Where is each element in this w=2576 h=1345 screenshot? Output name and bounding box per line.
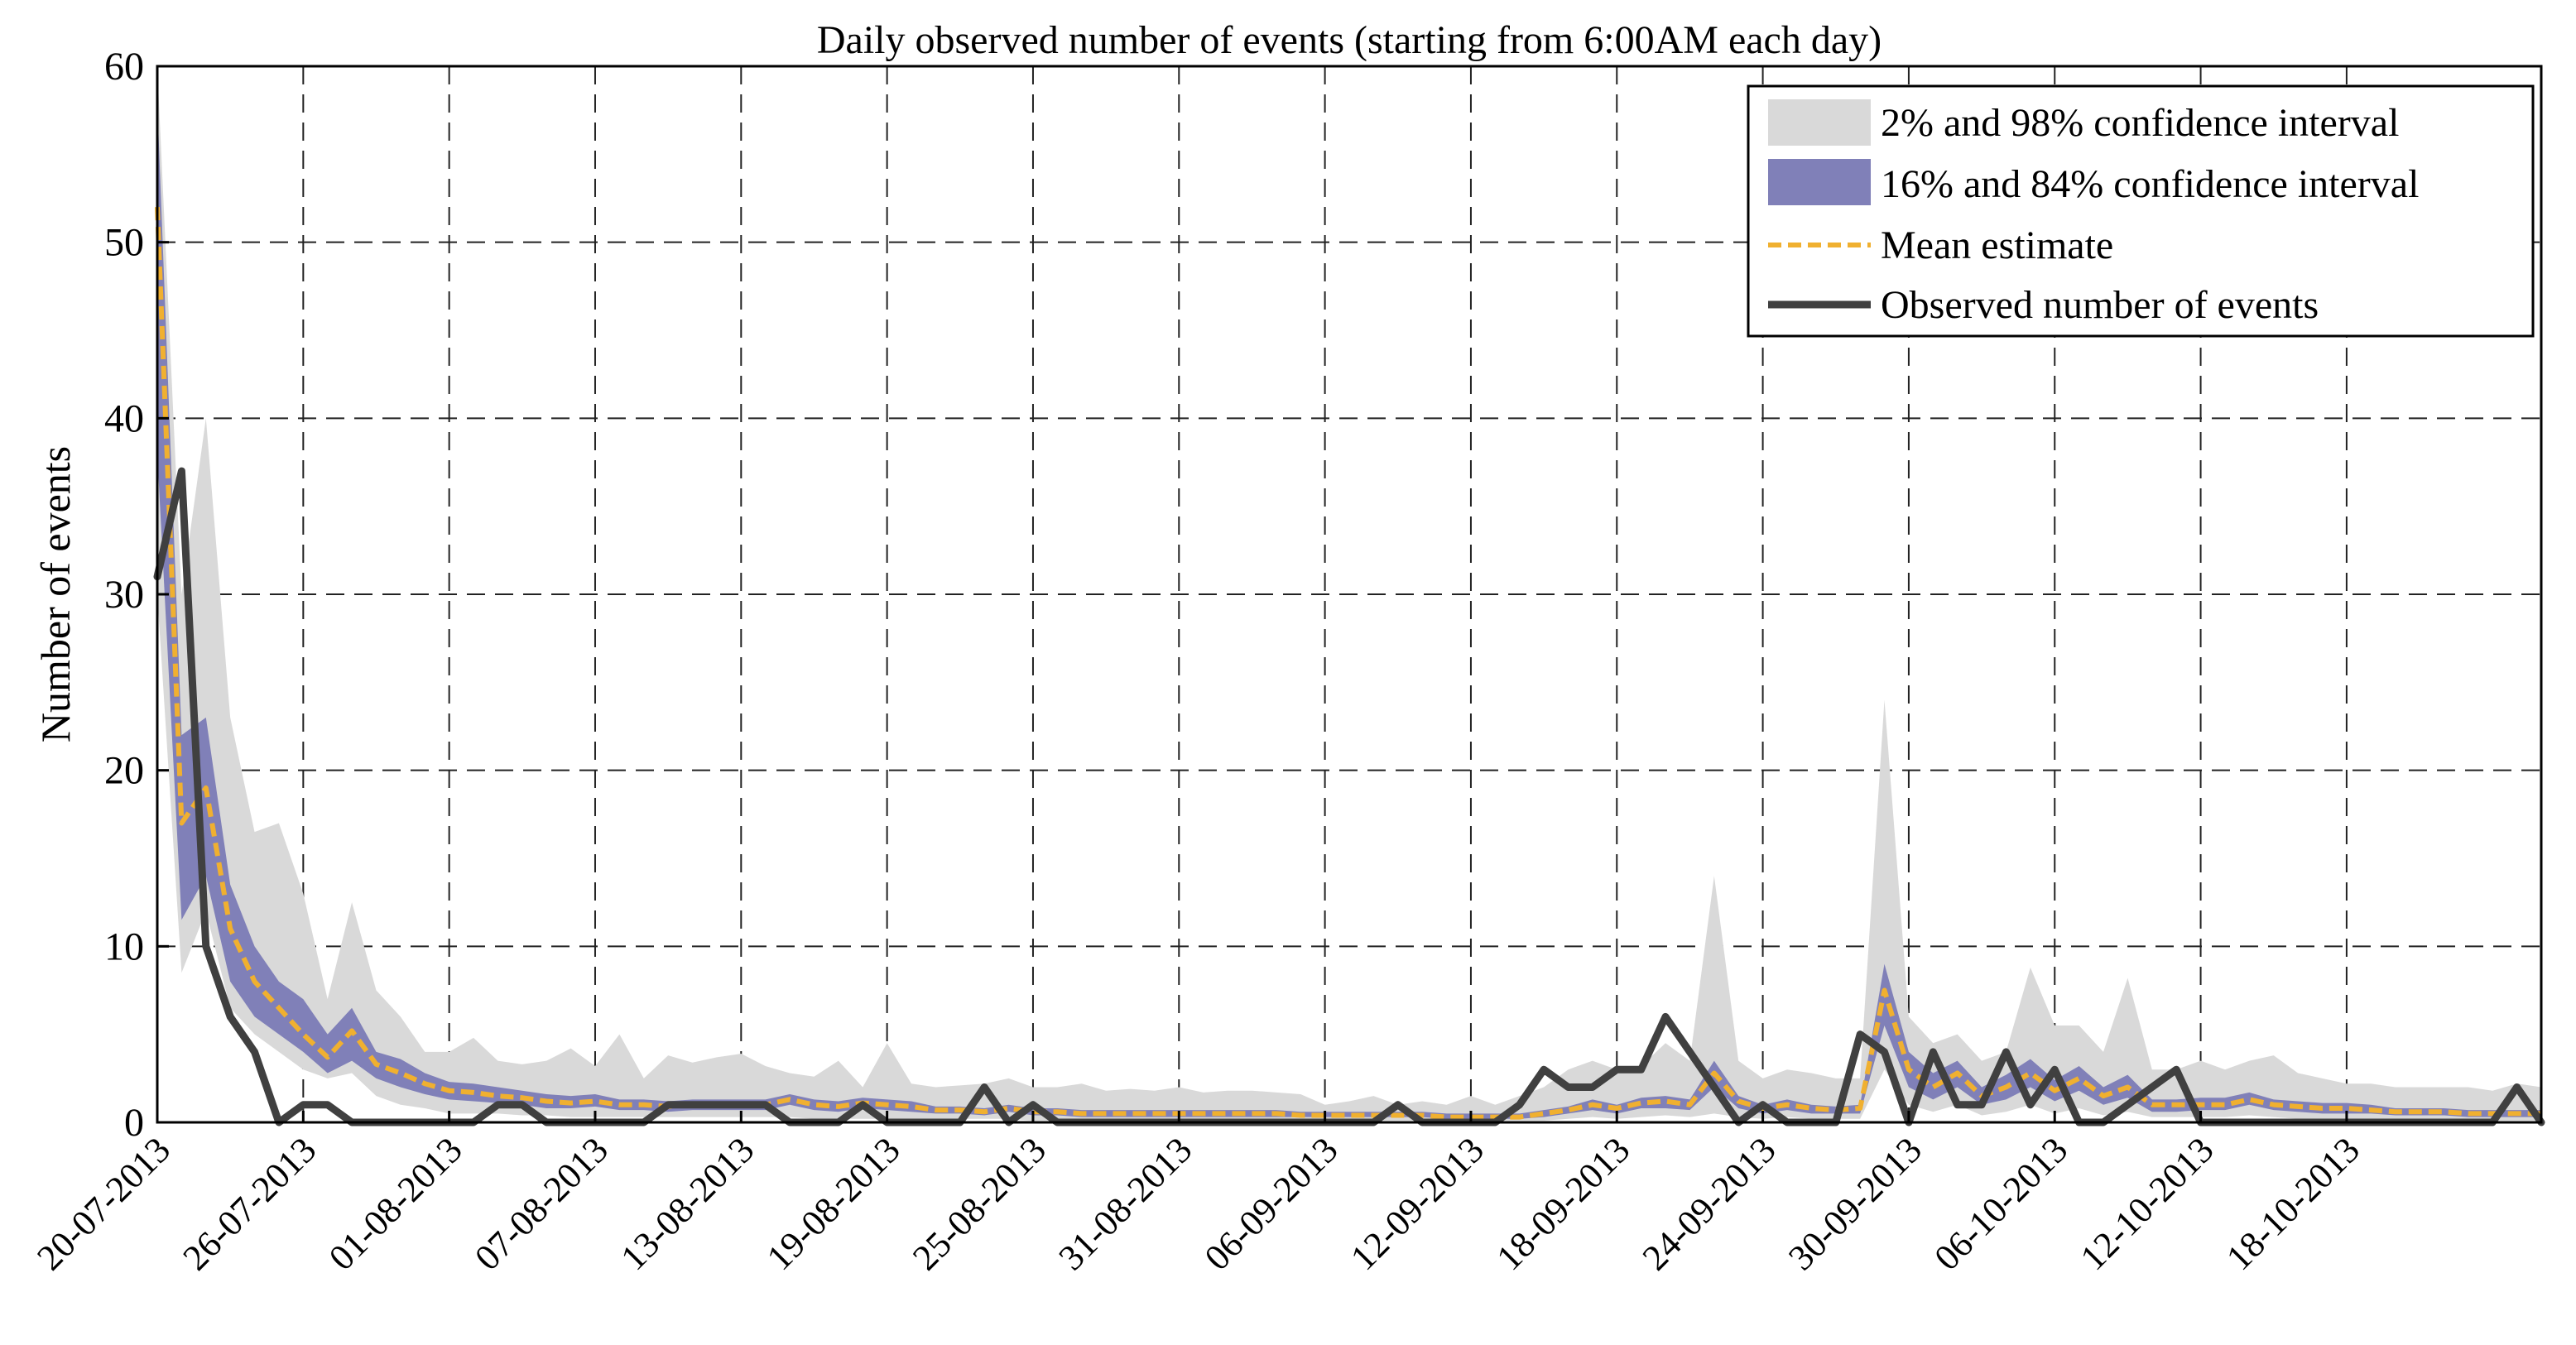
mean-estimate-line — [155, 207, 2541, 1120]
band-2-98-area — [157, 66, 2541, 1121]
y-axis-label: Number of events — [32, 446, 79, 742]
x-tick-label-4: 13-08-2013 — [613, 1129, 762, 1278]
y-tick-label-10: 10 — [104, 925, 144, 968]
band-2-98 — [157, 66, 2541, 1121]
x-tick-label-3: 07-08-2013 — [467, 1129, 616, 1278]
x-tick-label-15: 18-10-2013 — [2218, 1129, 2367, 1278]
mean-estimate — [155, 207, 2541, 1120]
x-tick-label-6: 25-08-2013 — [905, 1129, 1054, 1278]
x-tick-label-7: 31-08-2013 — [1051, 1129, 1200, 1278]
y-tick-label-50: 50 — [104, 221, 144, 265]
legend-label-mean: Mean estimate — [1881, 223, 2113, 267]
legend-label-16-84: 16% and 84% confidence interval — [1881, 162, 2419, 206]
x-tick-label-12: 30-09-2013 — [1781, 1129, 1930, 1278]
x-tick-label-10: 18-09-2013 — [1489, 1129, 1638, 1278]
legend-label-observed: Observed number of events — [1881, 283, 2319, 327]
legend-swatch-2-98 — [1768, 99, 1871, 146]
x-tick-label-1: 26-07-2013 — [175, 1129, 324, 1278]
x-tick-label-5: 19-08-2013 — [759, 1129, 908, 1278]
x-tick-label-2: 01-08-2013 — [321, 1129, 470, 1278]
y-tick-label-60: 60 — [104, 45, 144, 89]
chart-title: Daily observed number of events (startin… — [817, 18, 1882, 62]
legend-swatch-16-84 — [1768, 159, 1871, 205]
x-tick-label-9: 12-09-2013 — [1343, 1129, 1492, 1278]
y-tick-label-20: 20 — [104, 749, 144, 793]
x-tick-label-14: 12-10-2013 — [2073, 1129, 2222, 1278]
y-tick-label-40: 40 — [104, 396, 144, 440]
legend: 2% and 98% confidence interval 16% and 8… — [1747, 84, 2535, 338]
y-tick-label-0: 0 — [124, 1101, 144, 1145]
legend-label-2-98: 2% and 98% confidence interval — [1881, 101, 2399, 145]
x-tick-label-0: 20-07-2013 — [29, 1129, 178, 1278]
x-tick-label-13: 06-10-2013 — [1926, 1129, 2075, 1278]
x-tick-label-11: 24-09-2013 — [1635, 1129, 1784, 1278]
y-tick-label-30: 30 — [104, 573, 144, 617]
x-axis: 20-07-201326-07-201301-08-201307-08-2013… — [29, 1111, 2367, 1278]
x-tick-label-8: 06-09-2013 — [1197, 1129, 1346, 1278]
legend-box — [1747, 84, 2535, 338]
y-axis: 0 10 20 30 40 50 60 — [104, 45, 169, 1145]
